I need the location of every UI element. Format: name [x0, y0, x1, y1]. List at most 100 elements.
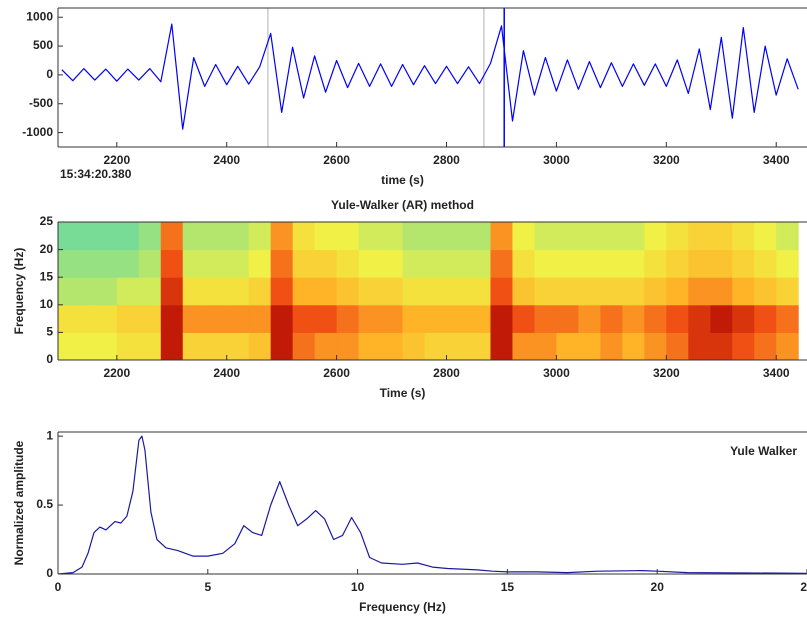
heat-cell	[138, 277, 162, 306]
heat-cell	[116, 277, 140, 306]
heat-cell	[94, 249, 118, 278]
heat-cell	[116, 304, 140, 333]
heat-cell	[226, 249, 250, 278]
heat-cell	[490, 249, 513, 278]
x-tick-label: 2200	[103, 153, 130, 167]
x-tick-label: 3000	[543, 366, 570, 380]
heat-cell	[468, 332, 491, 360]
heat-cell	[94, 332, 118, 360]
heat-cell	[512, 304, 535, 333]
heat-cell	[336, 277, 360, 306]
heat-cell	[666, 332, 689, 360]
heat-cell	[446, 304, 469, 333]
annotation: 15:34:20.380	[60, 167, 132, 181]
x-tick-label: 2800	[433, 366, 460, 380]
heat-cell	[776, 304, 799, 333]
heat-cell	[204, 249, 228, 278]
heat-cell	[336, 222, 360, 251]
heat-cell	[468, 277, 491, 306]
heat-cell	[600, 249, 623, 278]
heat-cell	[468, 222, 491, 251]
y-tick-label: 20	[40, 242, 54, 256]
x-tick-label: 3200	[653, 153, 680, 167]
heat-cell	[776, 277, 799, 306]
heat-cell	[314, 304, 338, 333]
heat-cell	[424, 222, 448, 251]
heat-cell	[72, 249, 96, 278]
x-tick-label: 2600	[323, 366, 350, 380]
heat-cell	[710, 277, 733, 306]
heat-cell	[732, 222, 755, 251]
y-tick-label: 0.5	[36, 497, 53, 511]
heat-cell	[402, 249, 426, 278]
heat-cell	[578, 249, 601, 278]
x-tick-label: 10	[351, 580, 365, 594]
x-tick-label: 3000	[543, 153, 570, 167]
x-tick-label: 20	[651, 580, 665, 594]
y-tick-label: -500	[29, 96, 53, 110]
heat-cell	[402, 222, 426, 251]
heat-cell	[314, 249, 338, 278]
heat-cell	[710, 222, 733, 251]
heat-cell	[776, 249, 799, 278]
y-tick-label: 1000	[26, 9, 53, 23]
heat-cell	[380, 249, 404, 278]
heat-cell	[600, 277, 623, 306]
heat-cell	[358, 277, 382, 306]
heat-cell	[292, 249, 316, 278]
heat-cell	[248, 304, 272, 333]
heat-cell	[490, 222, 513, 251]
heat-cell	[666, 222, 689, 251]
heat-cell	[116, 332, 140, 360]
heat-cell	[138, 249, 162, 278]
x-tick-label: 2200	[103, 366, 130, 380]
heat-cell	[72, 332, 96, 360]
y-tick-label: 0	[46, 67, 53, 81]
chart-title: Yule-Walker (AR) method	[331, 198, 474, 212]
y-tick-label: 10	[40, 297, 54, 311]
heat-cell	[622, 332, 645, 360]
y-tick-label: 1	[46, 428, 53, 442]
heat-cell	[226, 222, 250, 251]
x-tick-label: 15	[501, 580, 515, 594]
heat-cell	[622, 222, 645, 251]
heat-cell	[292, 332, 316, 360]
heat-cell	[732, 304, 755, 333]
x-tick-label: 2800	[433, 153, 460, 167]
heat-cell	[358, 332, 382, 360]
heat-cell	[402, 332, 426, 360]
heat-cell	[116, 249, 140, 278]
heat-cell	[666, 249, 689, 278]
y-tick-label: 0	[46, 352, 53, 366]
heat-cell	[688, 222, 711, 251]
heat-cell	[732, 249, 755, 278]
heat-cell	[644, 249, 667, 278]
heat-cell	[270, 277, 294, 306]
heat-cell	[402, 277, 426, 306]
x-tick-label: 3400	[763, 153, 790, 167]
heat-cell	[754, 277, 777, 306]
heat-cell	[292, 222, 316, 251]
heat-cell	[534, 222, 557, 251]
heat-cell	[204, 304, 228, 333]
heat-cell	[534, 277, 557, 306]
heat-cell	[556, 222, 579, 251]
heat-cell	[94, 222, 118, 251]
heat-cell	[556, 332, 579, 360]
x-tick-label: 2600	[323, 153, 350, 167]
heat-cell	[72, 222, 96, 251]
heat-cell	[270, 222, 294, 251]
x-tick-label: 3200	[653, 366, 680, 380]
heat-cell	[204, 277, 228, 306]
heat-cell	[58, 222, 74, 251]
heat-cell	[358, 222, 382, 251]
heat-cell	[182, 249, 206, 278]
heat-cell	[776, 332, 799, 360]
heat-cell	[58, 304, 74, 333]
heat-cell	[204, 222, 228, 251]
heat-cell	[468, 249, 491, 278]
heat-cell	[380, 222, 404, 251]
y-tick-label: 0	[46, 566, 53, 580]
heat-cell	[534, 304, 557, 333]
